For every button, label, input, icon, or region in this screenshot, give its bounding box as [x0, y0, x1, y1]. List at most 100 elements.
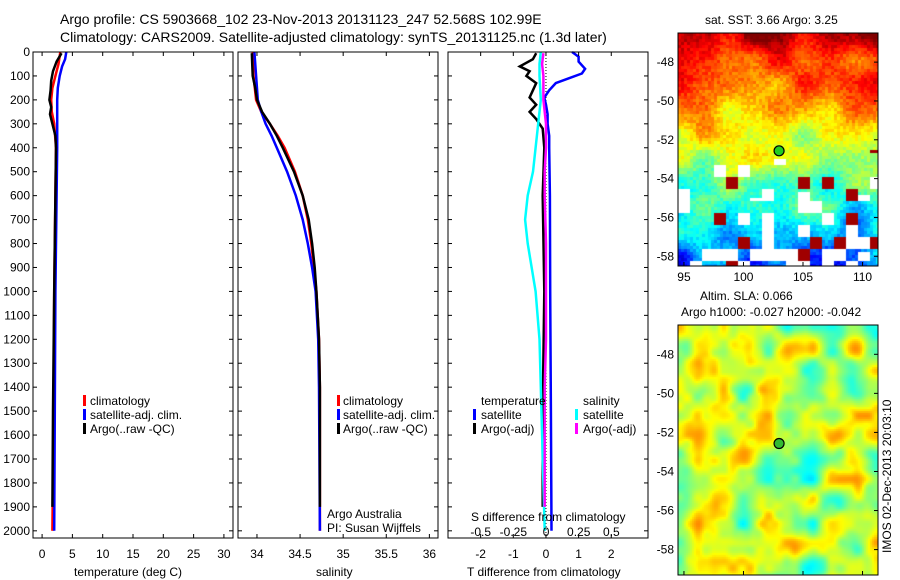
x-tick-label: 5 [69, 547, 76, 561]
x-tick-label: 1 [575, 547, 582, 561]
series-line-s-satellite [523, 51, 546, 531]
legend-label: satellite-adj. clim. [90, 408, 182, 422]
sst-map-panel: 95 100 105 110 -48 -50 -52 -54 -56 -58 [657, 32, 879, 284]
legend-label: climatology [343, 394, 403, 408]
map-frame [677, 32, 879, 267]
lat-tick-label: -54 [657, 464, 675, 478]
x-tick-label: 35 [336, 547, 350, 561]
y-tick-label: 1800 [3, 476, 30, 490]
x2-tick-label: -0.5 [470, 525, 491, 539]
difference-panel: -2 -1 0 1 2 -0.5 -0.25 0 0.25 0.5 [447, 50, 649, 561]
lon-tick-label: 100 [733, 270, 753, 284]
y-tick-label: 2000 [3, 524, 30, 538]
y-tick-label: 1600 [3, 428, 30, 442]
y-tick-label: 1900 [3, 500, 30, 514]
x-tick-label: -2 [475, 547, 486, 561]
lon-tick-label: 110 [853, 270, 872, 284]
x2-tick-label: 0 [543, 525, 550, 539]
x-tick-label: 0 [543, 547, 550, 561]
y-tick-label: 1700 [3, 452, 30, 466]
y-tick-label: 1100 [4, 308, 30, 322]
legend-swatch-red [337, 395, 340, 406]
y-tick-label: 1500 [3, 404, 30, 418]
y-tick-label: 500 [10, 165, 30, 179]
x-tick-label: 15 [126, 547, 140, 561]
difference-xlabel: T difference from climatology [467, 565, 621, 579]
sla-map-title: Altim. SLA: 0.066 [700, 289, 793, 303]
x-tick-label: 30 [217, 547, 231, 561]
axes-frame [32, 51, 234, 539]
legend-label: climatology [90, 394, 150, 408]
x-tick-label: 25 [187, 547, 201, 561]
legend-swatch-red [83, 395, 86, 406]
y-tick-label: 800 [10, 237, 30, 251]
y-tick-label: 400 [10, 141, 30, 155]
legend-title-temperature: temperature [481, 394, 546, 408]
legend-title-salinity: salinity [583, 394, 620, 408]
legend-label: Argo(..raw -QC) [90, 422, 175, 436]
lat-tick-label: -48 [657, 347, 675, 361]
lat-tick-label: -54 [657, 172, 675, 186]
x2-tick-label: 0.25 [567, 525, 591, 539]
y-tick-label: 0 [23, 45, 30, 59]
imos-timestamp: IMOS 02-Dec-2013 20:03:10 [880, 399, 894, 553]
x-tick-label: 35.5 [375, 547, 399, 561]
legend-swatch-black [337, 423, 340, 434]
axes-frame [237, 51, 439, 539]
lat-tick-label: -56 [657, 504, 675, 518]
difference-legend: temperature satellite Argo(-adj) salinit… [473, 394, 636, 436]
legend-swatch-blue [337, 409, 340, 420]
x-tick-label: 20 [157, 547, 171, 561]
x-tick-label: 10 [96, 547, 110, 561]
map-frame [677, 324, 879, 576]
x-tick-label: 34 [250, 547, 264, 561]
y-tick-label: 600 [10, 189, 30, 203]
argo-float-marker [773, 437, 785, 450]
lat-tick-label: -50 [657, 386, 675, 400]
argo-float-marker [773, 145, 785, 157]
header-line2: Climatology: CARS2009. Satellite-adjuste… [60, 29, 607, 45]
series-line-satellite-adj-clim- [253, 51, 322, 531]
argo-australia-label: Argo Australia [327, 507, 402, 521]
lat-tick-label: -58 [657, 249, 675, 263]
legend-label: Argo(-adj) [583, 422, 636, 436]
legend-label: Argo(-adj) [481, 422, 534, 436]
series-line-t-argo-adj- [517, 52, 546, 507]
legend-swatch-blue [83, 409, 86, 420]
temperature-xlabel: temperature (deg C) [74, 565, 182, 579]
salinity-panel: 34 34.5 35 35.5 36 [237, 51, 439, 561]
legend-swatch-black [473, 423, 476, 434]
salinity-legend: climatology satellite-adj. clim. Argo(..… [337, 394, 435, 436]
lon-tick-label: 95 [677, 270, 691, 284]
salinity-xlabel: salinity [316, 565, 353, 579]
y-tick-label: 900 [10, 260, 30, 274]
x-tick-label: -1 [508, 547, 519, 561]
y-tick-label: 1200 [3, 332, 30, 346]
lon-tick-label: 105 [793, 270, 813, 284]
x2-tick-label: -0.25 [500, 525, 528, 539]
difference-x2label: S difference from climatology [471, 510, 626, 524]
legend-label: satellite-adj. clim. [343, 408, 435, 422]
lat-tick-label: -50 [657, 94, 675, 108]
x-tick-label: 36 [423, 547, 437, 561]
lat-tick-label: -58 [657, 543, 675, 557]
legend-label: satellite [583, 408, 624, 422]
series-line-s-argo-adj- [540, 53, 548, 507]
legend-label: satellite [481, 408, 522, 422]
temperature-legend: climatology satellite-adj. clim. Argo(..… [83, 394, 182, 436]
series-line-argo-raw-qc- [48, 52, 63, 507]
x2-tick-label: 0.5 [603, 525, 620, 539]
legend-label: Argo(..raw -QC) [343, 422, 428, 436]
y-tick-label: 100 [10, 69, 30, 83]
legend-swatch-black [83, 423, 86, 434]
sla-map-subtitle: Argo h1000: -0.027 h2000: -0.042 [681, 305, 861, 319]
lat-tick-label: -48 [657, 55, 675, 69]
y-tick-label: 1300 [3, 356, 30, 370]
sst-map-title: sat. SST: 3.66 Argo: 3.25 [705, 13, 838, 27]
sla-heatmap [678, 325, 878, 575]
legend-swatch-magenta [575, 423, 578, 434]
y-tick-label: 300 [10, 117, 30, 131]
series-line-climatology [251, 51, 322, 531]
